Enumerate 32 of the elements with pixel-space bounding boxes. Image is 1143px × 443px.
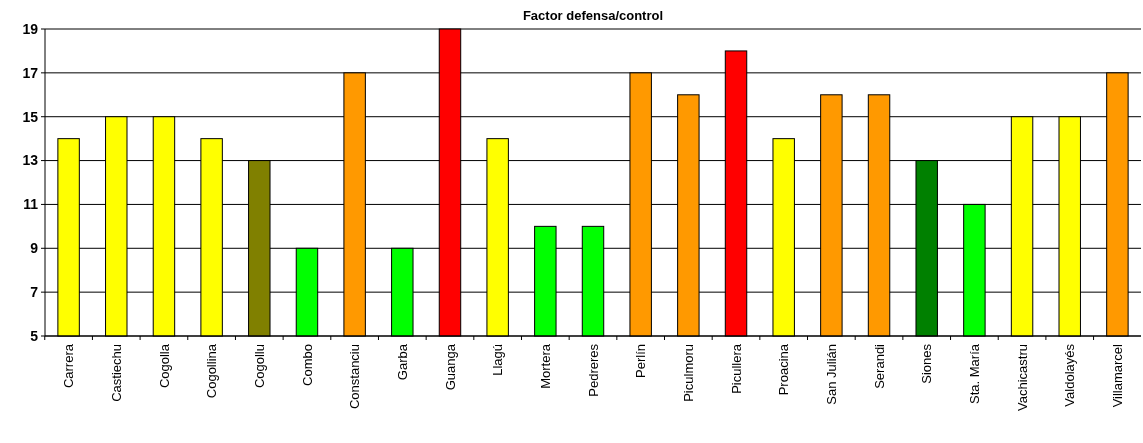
x-tick-label: Guanga: [442, 343, 458, 391]
y-tick-label: 13: [22, 152, 39, 169]
x-tick-label: Siones: [919, 343, 935, 384]
x-tick-label: Villamarcel: [1109, 343, 1125, 408]
x-tick-label: Proacina: [776, 343, 792, 396]
chart-title: Factor defensa/control: [522, 8, 664, 23]
x-tick-label: Cogolla: [156, 343, 172, 389]
x-tick-label: Constanciu: [347, 344, 363, 410]
x-tick-label: Serandi: [871, 343, 887, 389]
y-tick-label: 11: [23, 196, 39, 213]
x-tick-label: Pedreres: [585, 343, 601, 397]
x-tick-label: Valdolayés: [1062, 343, 1078, 407]
x-tick-label: Perlín: [633, 344, 649, 378]
x-tick-label: Sta. María: [966, 343, 982, 404]
x-tick-label: Cogollu: [251, 344, 267, 389]
x-tick-label: Combo: [299, 344, 315, 386]
x-tick-label: Llagú: [490, 344, 506, 376]
y-tick-label: 15: [22, 108, 39, 125]
x-tick-label: San Julián: [823, 344, 839, 405]
y-tick-label: 9: [30, 240, 39, 257]
y-tick-label: 5: [30, 327, 39, 344]
x-tick-label: Castiechu: [108, 344, 124, 402]
x-tick-label: Mortera: [537, 343, 553, 389]
y-tick-label: 19: [22, 20, 39, 37]
x-tick-label: Garba: [394, 343, 410, 381]
x-tick-label: Picullera: [728, 343, 744, 394]
x-tick-label: Carrera: [61, 343, 77, 389]
y-tick-label: 7: [30, 284, 39, 301]
x-tick-label: Piculmoru: [680, 344, 696, 402]
y-tick-label: 17: [22, 64, 39, 81]
x-tick-label: Vachicastru: [1014, 344, 1030, 411]
x-tick-label: Cogollina: [204, 343, 220, 399]
